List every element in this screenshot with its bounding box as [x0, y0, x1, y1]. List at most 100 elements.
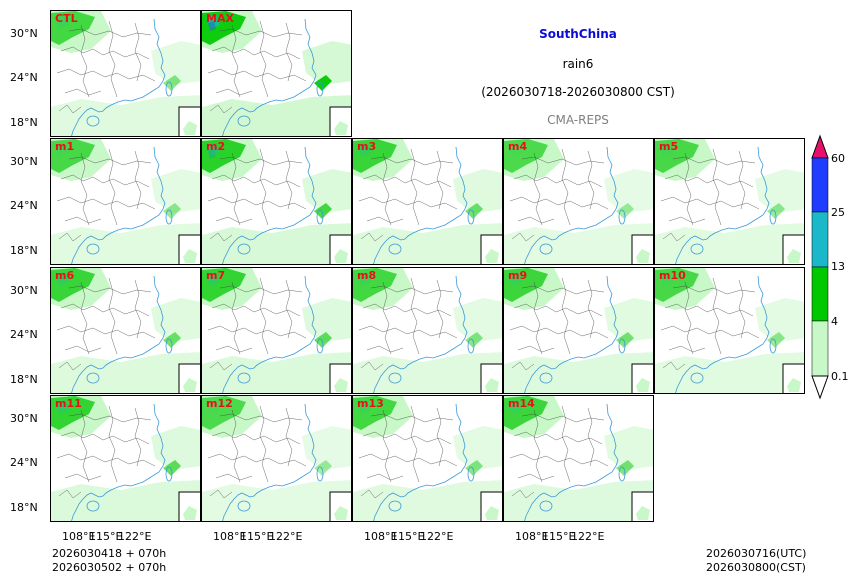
rain-area-2 — [755, 169, 804, 213]
valid-time-utc: 2026030716(UTC) — [706, 547, 807, 560]
map-graphic — [202, 139, 351, 264]
hainan-island — [539, 243, 553, 255]
rain-area-2 — [755, 298, 804, 342]
province-border — [209, 361, 233, 371]
province-border — [366, 345, 404, 353]
rain-area-2 — [302, 426, 351, 470]
province-border — [68, 156, 152, 166]
rain-area-3 — [655, 139, 699, 173]
province-border — [513, 174, 603, 188]
rain-area-2 — [151, 426, 200, 470]
inset-rain-area — [485, 506, 499, 520]
coastline — [675, 146, 770, 264]
province-border — [108, 405, 118, 483]
province-border — [358, 196, 458, 210]
province-border — [80, 281, 90, 355]
rain-area-5 — [55, 143, 69, 157]
province-border — [738, 150, 746, 210]
lon-tick-label: 115°E — [240, 530, 274, 543]
rain-area-4 — [163, 75, 181, 91]
rain-area-5 — [206, 143, 220, 157]
rain-area-1 — [504, 223, 653, 264]
panel-label: m8 — [357, 269, 377, 282]
rain-area-4 — [616, 332, 634, 348]
inset-rain-area — [334, 249, 348, 263]
coastline — [524, 403, 619, 521]
province-border — [668, 345, 706, 353]
hainan-island — [690, 243, 704, 255]
rain-area-1 — [504, 352, 653, 393]
map-panel-m7: m7 — [201, 267, 352, 394]
map-panel-CTL: CTL — [50, 10, 201, 137]
rain-area-4 — [616, 460, 634, 476]
province-border — [712, 148, 722, 226]
province-border — [664, 303, 754, 317]
province-border — [509, 325, 609, 339]
rain-area-2 — [604, 426, 653, 470]
rain-area-5 — [659, 272, 673, 286]
colorbar-bin-4-13 — [811, 266, 829, 322]
hainan-island — [690, 372, 704, 384]
province-border — [587, 150, 595, 210]
province-border — [211, 431, 301, 445]
province-border — [561, 277, 571, 355]
rain-area-4 — [314, 460, 332, 476]
coastline — [222, 403, 317, 521]
rain-area-3 — [202, 139, 246, 173]
rain-area-4 — [616, 203, 634, 219]
province-border — [285, 22, 293, 82]
map-graphic — [353, 268, 502, 393]
coastline — [71, 275, 166, 393]
province-border — [285, 150, 293, 210]
rain-area-3 — [353, 139, 397, 173]
province-border — [684, 281, 694, 355]
province-border — [672, 156, 756, 166]
rain-area-4 — [163, 460, 181, 476]
province-border — [215, 345, 253, 353]
rain-area-2 — [151, 298, 200, 342]
colorbar-label-25: 25 — [831, 206, 845, 219]
panel-label: m4 — [508, 140, 528, 153]
inset-rain-area — [183, 249, 197, 263]
province-border — [134, 407, 142, 467]
province-border — [587, 279, 595, 339]
map-panel-m5: m5 — [654, 138, 805, 265]
province-border — [219, 156, 303, 166]
rain-area-2 — [453, 169, 502, 213]
rain-area-3 — [353, 268, 397, 302]
lat-tick-label: 24°N — [10, 456, 38, 469]
province-border — [209, 232, 233, 242]
province-border — [660, 196, 760, 210]
rain-area-1 — [353, 223, 502, 264]
rain-area-4 — [465, 332, 483, 348]
province-border — [511, 232, 535, 242]
rain-area-5 — [508, 400, 522, 414]
taiwan-island — [165, 338, 173, 354]
province-border — [207, 68, 307, 82]
province-border — [509, 196, 609, 210]
rain-area-2 — [302, 169, 351, 213]
rain-area-4 — [767, 332, 785, 348]
province-border — [362, 431, 452, 445]
rain-area-1 — [353, 352, 502, 393]
rain-area-1 — [202, 223, 351, 264]
province-border — [211, 303, 301, 317]
province-border — [68, 413, 152, 423]
taiwan-island — [165, 466, 173, 482]
panel-label: m6 — [55, 269, 75, 282]
inset-rain-area — [485, 378, 499, 392]
rain-area-4 — [163, 332, 181, 348]
map-panel-m12: m12 — [201, 395, 352, 522]
rain-area-2 — [151, 41, 200, 85]
map-panel-m14: m14 — [503, 395, 654, 522]
province-border — [533, 152, 543, 226]
inset-rain-area — [334, 378, 348, 392]
lon-tick-label: 108°E — [213, 530, 247, 543]
taiwan-island — [467, 209, 475, 225]
map-panel-m9: m9 — [503, 267, 654, 394]
panel-label: CTL — [55, 12, 78, 25]
map-panel-m13: m13 — [352, 395, 503, 522]
rain-area-1 — [202, 480, 351, 521]
province-border — [64, 473, 102, 481]
province-border — [68, 28, 152, 38]
